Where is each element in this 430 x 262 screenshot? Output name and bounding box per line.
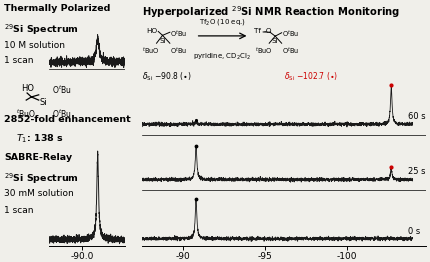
Text: O$^t$Bu: O$^t$Bu	[52, 107, 71, 120]
Text: pyridine, CD$_2$Cl$_2$: pyridine, CD$_2$Cl$_2$	[194, 52, 252, 62]
Text: -O: -O	[263, 28, 272, 34]
Text: O$^t$Bu: O$^t$Bu	[52, 84, 71, 96]
Text: $\delta_{\rm Si}$ $-$90.8 ($\bullet$): $\delta_{\rm Si}$ $-$90.8 ($\bullet$)	[142, 71, 192, 83]
Text: 25 s: 25 s	[408, 167, 425, 177]
Text: $^t$BuO: $^t$BuO	[255, 45, 273, 56]
Text: 30 mM solution: 30 mM solution	[4, 189, 74, 198]
Text: Hyperpolarized $^{29}$Si NMR Reaction Monitoring: Hyperpolarized $^{29}$Si NMR Reaction Mo…	[142, 4, 400, 20]
Text: 10 M solution: 10 M solution	[4, 41, 65, 50]
Text: $\delta_{\rm Si}$ $-$102.7 ($\bullet$): $\delta_{\rm Si}$ $-$102.7 ($\bullet$)	[284, 71, 338, 83]
Text: $^t$BuO: $^t$BuO	[142, 45, 160, 56]
Text: 1 scan: 1 scan	[4, 206, 34, 215]
Text: Si: Si	[272, 38, 278, 44]
Text: Tf: Tf	[254, 28, 261, 34]
Text: O$^t$Bu: O$^t$Bu	[282, 45, 299, 56]
Text: HO: HO	[22, 84, 34, 93]
Text: 0 s: 0 s	[408, 227, 420, 236]
Text: Tf$_2$O (10 eq.): Tf$_2$O (10 eq.)	[199, 17, 246, 27]
Text: 2852-fold enhancement: 2852-fold enhancement	[4, 115, 131, 124]
Text: $^t$BuO: $^t$BuO	[16, 107, 36, 120]
Text: HO: HO	[146, 28, 157, 34]
Text: $\mathit{T}_1$: 138 s: $\mathit{T}_1$: 138 s	[16, 132, 64, 145]
Text: $^{29}$Si Spectrum: $^{29}$Si Spectrum	[4, 171, 79, 186]
Text: 60 s: 60 s	[408, 112, 425, 121]
Text: SABRE-Relay: SABRE-Relay	[4, 153, 72, 162]
Text: O$^t$Bu: O$^t$Bu	[170, 28, 187, 39]
Text: Thermally Polarized: Thermally Polarized	[4, 4, 111, 13]
Text: 1 scan: 1 scan	[4, 56, 34, 65]
Text: O$^t$Bu: O$^t$Bu	[170, 45, 187, 56]
Text: $^{29}$Si Spectrum: $^{29}$Si Spectrum	[4, 22, 79, 37]
Text: Si: Si	[40, 98, 48, 107]
Text: Si: Si	[159, 38, 166, 44]
Text: O$^t$Bu: O$^t$Bu	[282, 28, 299, 39]
